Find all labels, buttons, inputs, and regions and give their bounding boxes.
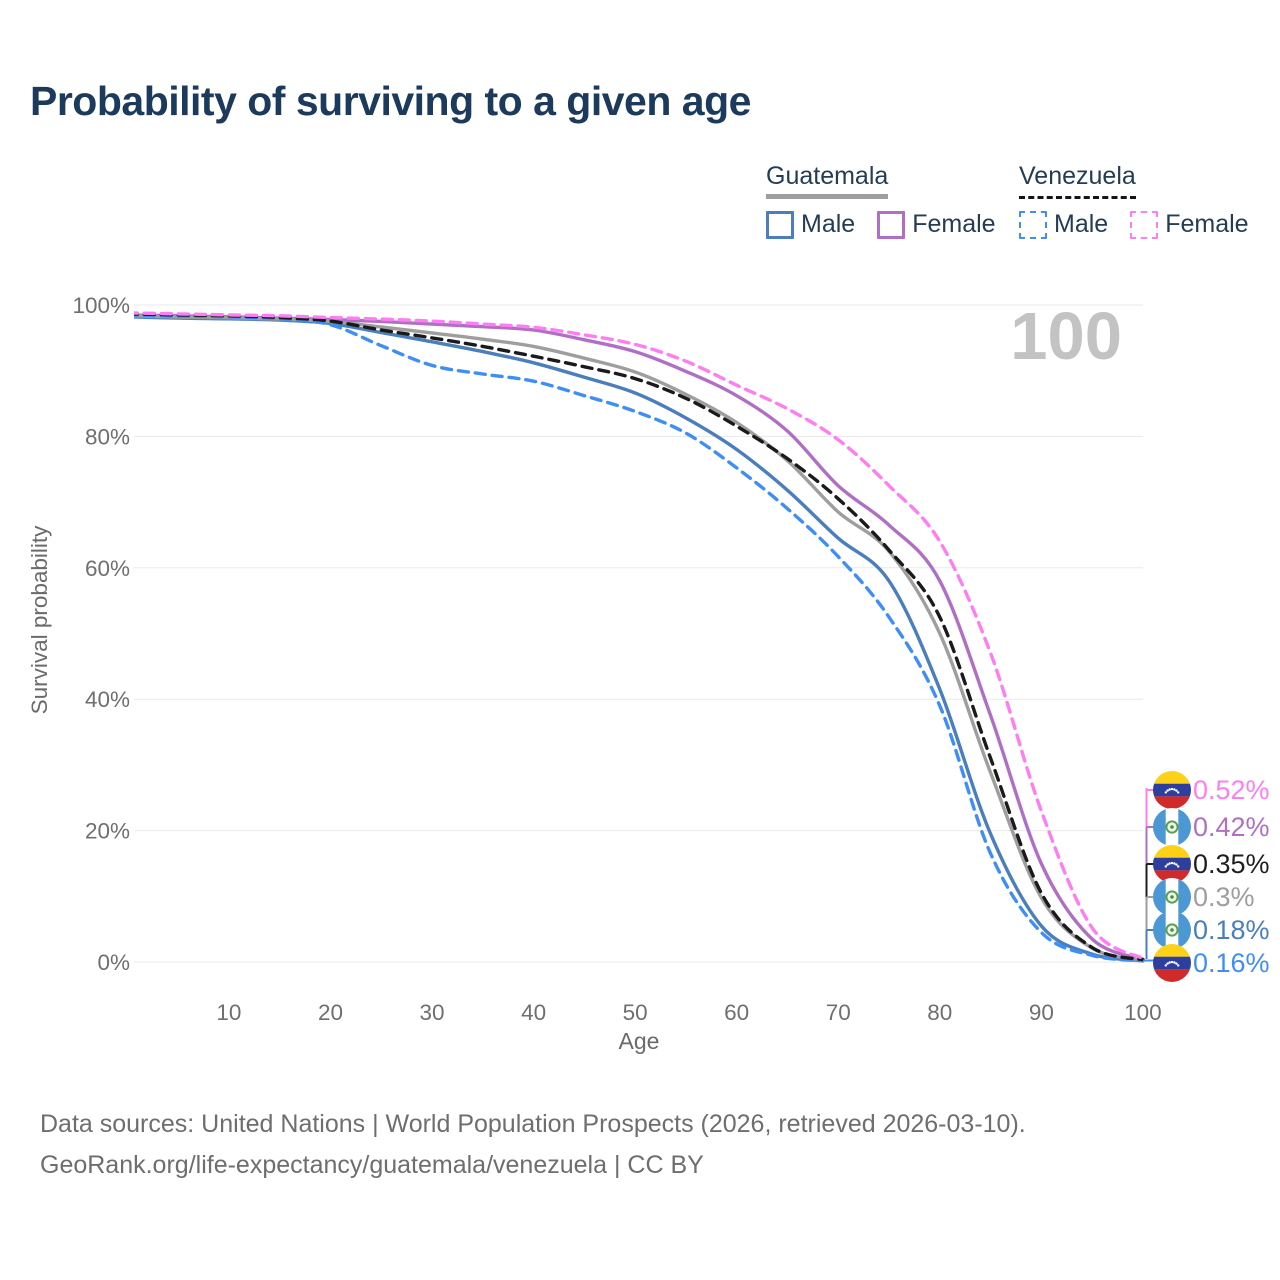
end-value-label-0.18%: 0.18% [1193,915,1270,945]
end-value-label-0.52%: 0.52% [1193,775,1270,805]
data-sources-text: Data sources: United Nations | World Pop… [40,1110,1026,1138]
page-title: Probability of surviving to a given age [30,78,751,124]
x-axis-tick-label: 20 [318,1000,343,1025]
legend-country-label: Guatemala [766,162,889,190]
x-axis-tick-label: 60 [724,1000,749,1025]
y-axis-tick-label: 40% [85,687,130,712]
y-axis-title: Survival probability [27,525,52,715]
legend-item-venezuela-female[interactable]: Female [1130,210,1249,239]
age-counter-watermark: 100 [1010,299,1122,374]
survival-curve-guatemala-male[interactable] [127,315,1145,963]
legend-item-guatemala-female[interactable]: Female [877,210,996,239]
legend-item-label: Female [1165,210,1249,238]
y-axis-tick-label: 60% [85,556,130,581]
end-value-label-0.16%: 0.16% [1193,948,1270,978]
x-axis-title: Age [619,1028,660,1054]
footer-attribution: Data sources: United Nations | World Pop… [40,1104,1026,1186]
x-axis-tick-label: 70 [826,1000,851,1025]
y-axis-tick-label: 80% [85,424,130,449]
end-value-label-0.3%: 0.3% [1193,882,1255,912]
y-axis-tick-label: 0% [97,950,130,975]
legend-group-guatemala: Guatemala Male Female [766,162,1018,239]
survival-curve-guatemala-both-sexes[interactable] [127,314,1145,962]
guatemala-flag-icon [1153,808,1191,846]
legend-item-venezuela-male[interactable]: Male [1019,210,1108,239]
y-axis-tick-label: 100% [72,293,130,318]
venezuela-flag-icon [1153,944,1191,982]
legend-item-label: Male [801,210,856,238]
venezuela-flag-icon [1153,771,1191,809]
venezuela-flag-icon [1153,845,1191,883]
survival-curve-venezuela-male[interactable] [127,313,1145,963]
guatemala-flag-icon [1153,911,1191,949]
end-value-label-0.35%: 0.35% [1193,849,1270,879]
x-axis-tick-label: 50 [623,1000,648,1025]
legend-country-label: Venezuela [1019,162,1136,190]
x-axis-tick-label: 100 [1124,1000,1162,1025]
x-axis-tick-label: 10 [216,1000,241,1025]
end-value-labels: 0.52% 0.42% 0.35%0.3%0.18%0.16% [1143,771,1270,982]
venezuela-female-swatch-icon [1130,210,1159,239]
x-axis-tick-label: 40 [521,1000,546,1025]
survival-curve-venezuela-both-sexes[interactable] [127,312,1145,962]
legend-item-label: Male [1054,210,1109,238]
survival-curve-venezuela-female[interactable] [127,311,1145,961]
x-axis-tick-label: 80 [927,1000,952,1025]
x-axis-tick-label: 90 [1029,1000,1054,1025]
guatemala-flag-icon [1153,878,1191,916]
legend-item-guatemala-male[interactable]: Male [766,210,855,239]
license-link-text[interactable]: GeoRank.org/life-expectancy/guatemala/ve… [40,1151,704,1179]
legend-country-guatemala: Guatemala [766,162,889,203]
guatemala-male-swatch-icon [766,210,794,239]
survival-curve-guatemala-female[interactable] [127,313,1145,961]
survival-curves [127,311,1145,963]
venezuela-male-swatch-icon [1019,210,1047,239]
x-axis-tick-label: 30 [420,1000,445,1025]
gridlines: 0% 20% 40% 60% 80% 100% 10 20 30 40 50 60 70 80 90 100 [72,293,1161,1025]
legend-group-venezuela: Venezuela Male Female [1019,162,1271,239]
legend-item-label: Female [912,210,996,238]
guatemala-female-swatch-icon [877,210,906,239]
guatemala-solid-line-swatch [766,194,889,199]
end-value-label-0.42%: 0.42% [1193,812,1270,842]
y-axis-tick-label: 20% [85,819,130,844]
legend-country-venezuela: Venezuela [1019,162,1136,203]
venezuela-dashed-line-swatch [1019,196,1136,199]
